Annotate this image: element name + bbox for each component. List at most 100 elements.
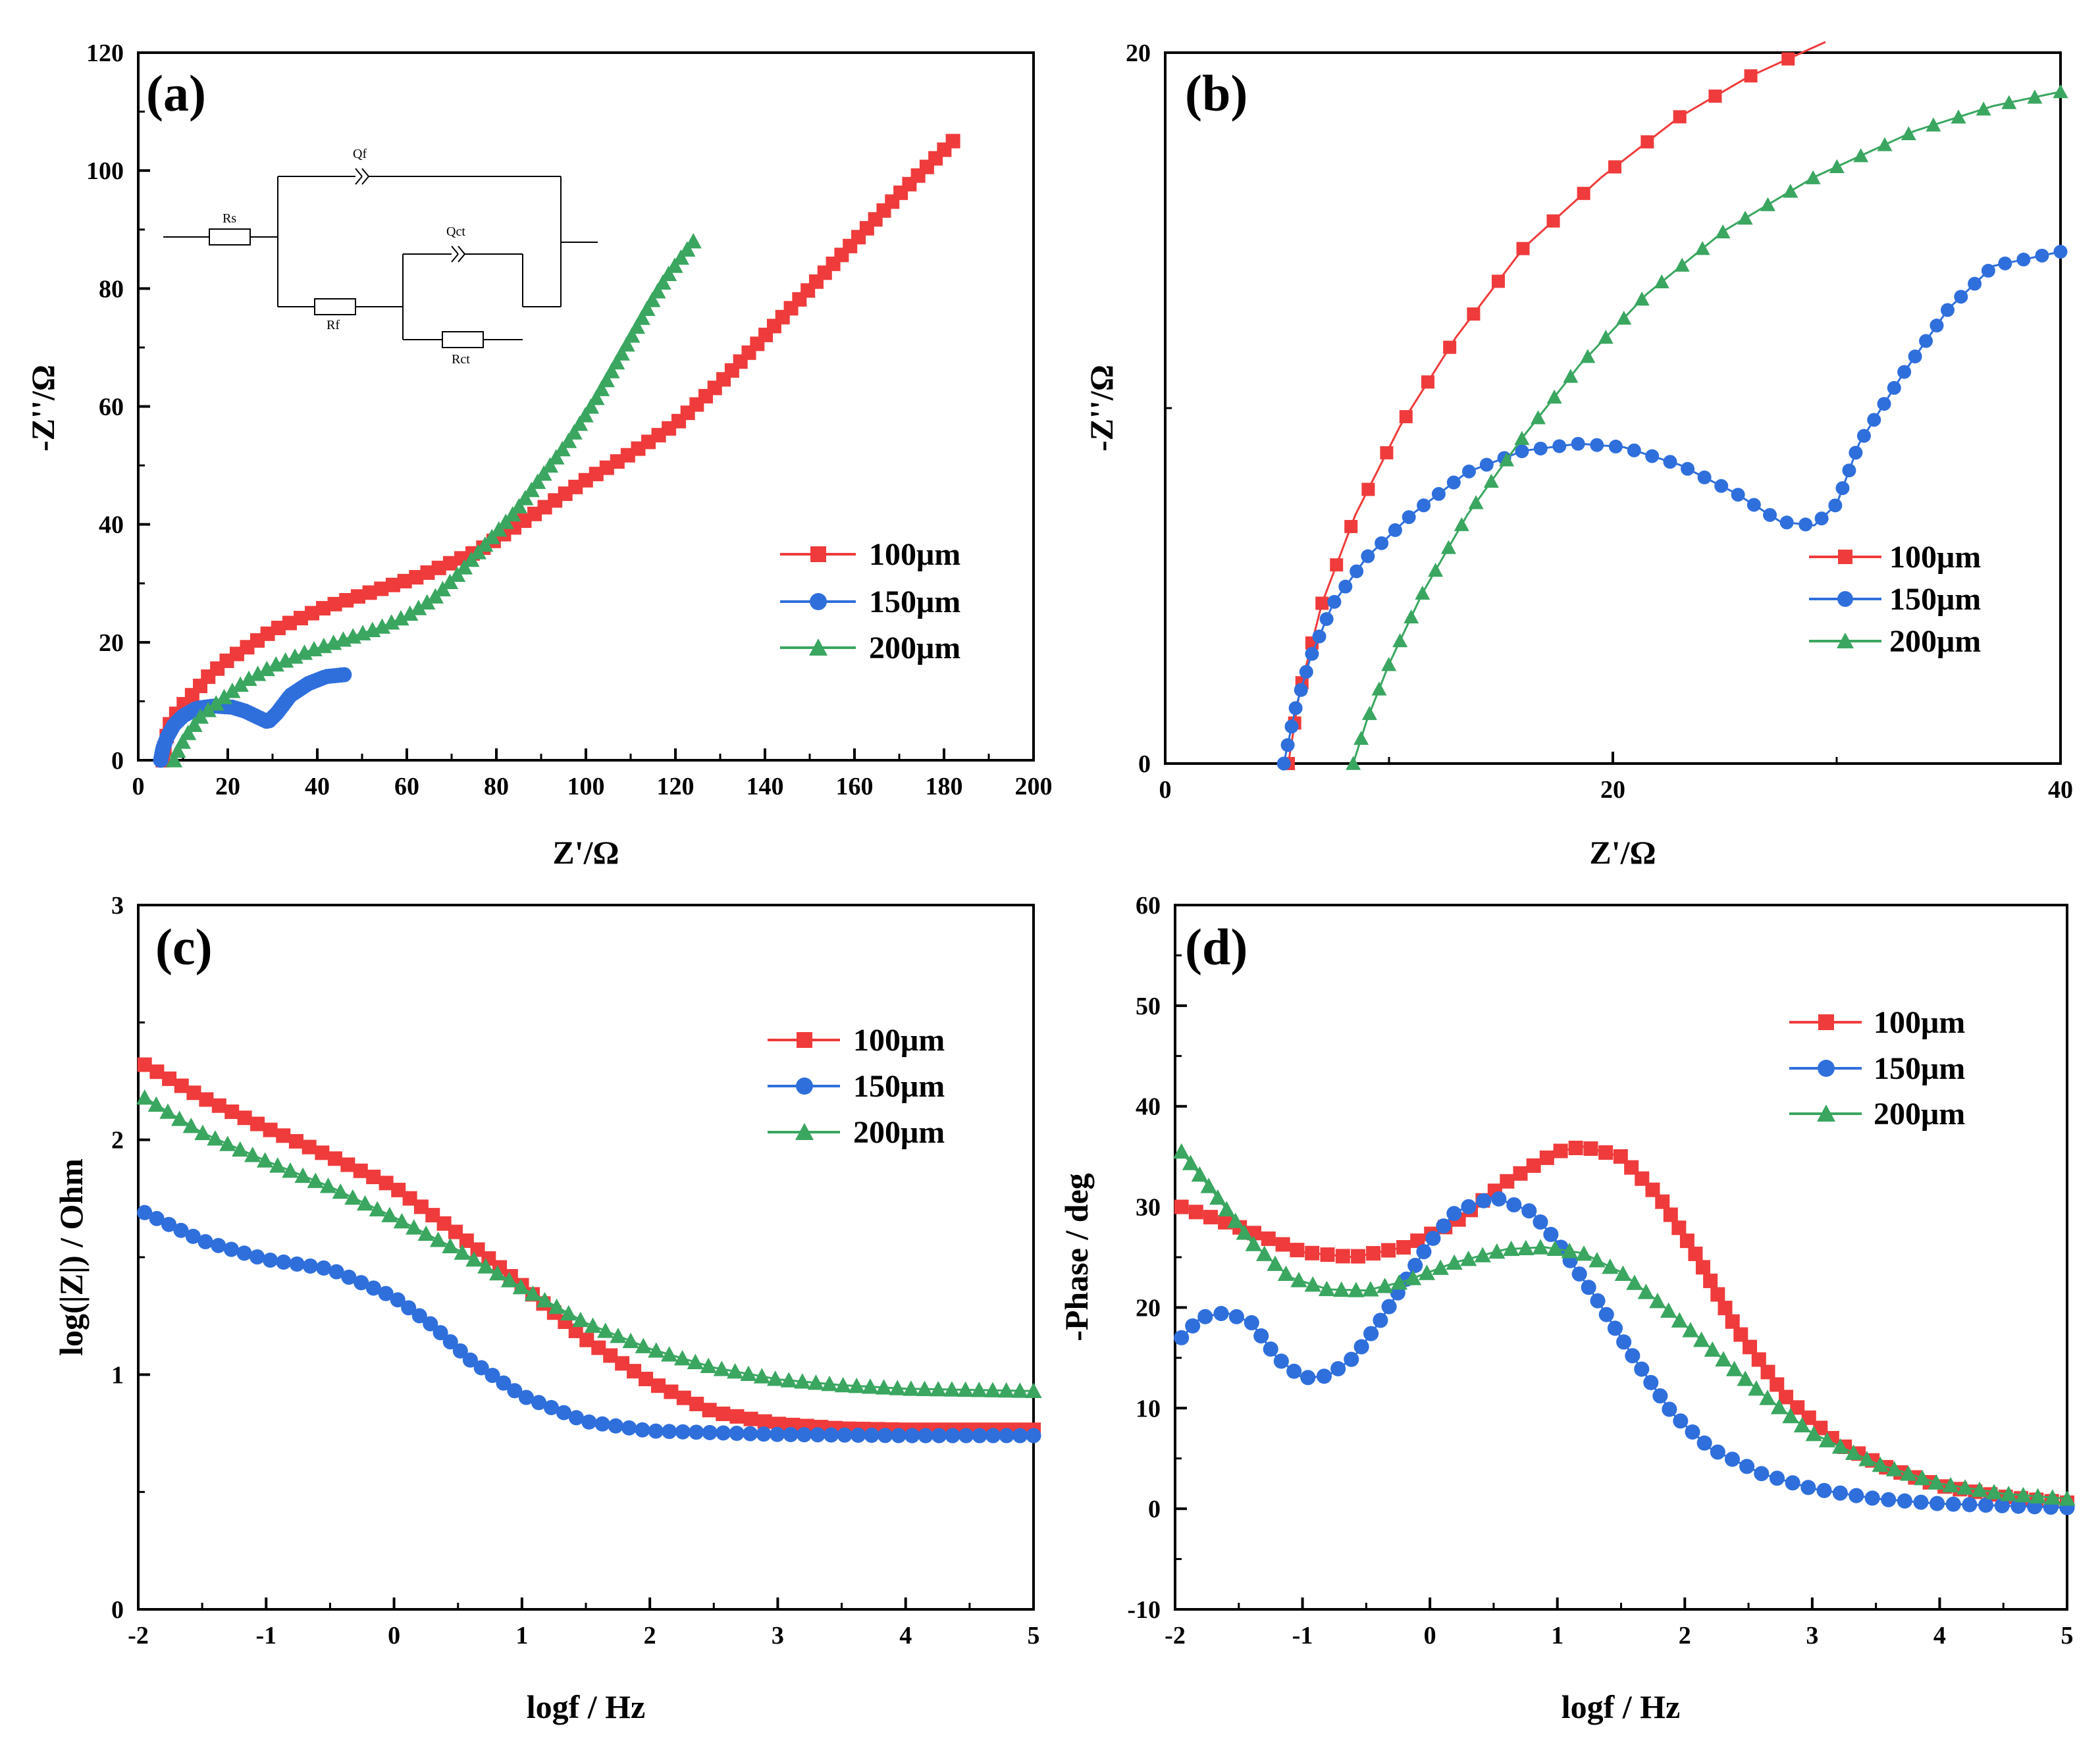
- data-point-200μm: [356, 1195, 374, 1211]
- panel-d-marks: [1173, 1140, 2076, 1516]
- capacitor-qf-plate1: [355, 168, 363, 177]
- data-point-150μm: [1662, 1401, 1677, 1417]
- data-point-150μm: [1012, 1428, 1028, 1443]
- data-point-150μm: [485, 1368, 500, 1384]
- data-point-150μm: [1590, 1293, 1606, 1309]
- data-point-200μm: [1474, 1247, 1491, 1262]
- data-point-100μm: [1743, 1339, 1758, 1355]
- data-point-200μm: [1580, 349, 1596, 363]
- data-point-150μm: [1338, 579, 1353, 594]
- data-point-150μm: [1800, 1480, 1816, 1495]
- data-point-150μm: [433, 1325, 448, 1341]
- data-point-100μm: [1305, 1245, 1320, 1260]
- data-point-200μm: [1976, 101, 1991, 116]
- data-point-200μm: [1760, 197, 1775, 211]
- panel-d-legend: 100μm 150μm 200μm: [1789, 1005, 1965, 1131]
- data-point-100μm: [327, 596, 342, 611]
- data-point-150μm: [1425, 1230, 1441, 1246]
- data-point-150μm: [1634, 1361, 1650, 1377]
- data-point-150μm: [635, 1422, 650, 1438]
- data-point-150μm: [249, 1249, 265, 1265]
- data-point-200μm: [1926, 117, 1941, 132]
- data-point-150μm: [1185, 1318, 1201, 1334]
- data-point-200μm: [1209, 1189, 1226, 1205]
- data-point-150μm: [223, 1241, 239, 1257]
- data-point-150μm: [1685, 1424, 1700, 1440]
- data-point-200μm: [1829, 159, 1845, 174]
- data-point-150μm: [756, 1426, 772, 1442]
- data-point-100μm: [1751, 1352, 1766, 1367]
- data-point-100μm: [702, 1403, 717, 1418]
- data-point-150μm: [1897, 365, 1912, 379]
- data-point-150μm: [185, 1228, 201, 1244]
- data-point-150μm: [1515, 444, 1529, 459]
- data-point-150μm: [1697, 470, 1712, 484]
- data-point-150μm: [1978, 1497, 1994, 1513]
- data-point-200μm: [660, 265, 677, 282]
- data-point-200μm: [1805, 170, 1821, 184]
- data-point-150μm: [1673, 1413, 1689, 1429]
- data-point-200μm: [1928, 1474, 1945, 1490]
- panel-c-legend: 100μm 150μm 200μm: [768, 1023, 945, 1150]
- data-point-200μm: [535, 465, 552, 481]
- data-point-200μm: [219, 1135, 236, 1151]
- data-point-150μm: [1350, 564, 1364, 579]
- data-point-200μm: [1446, 1254, 1463, 1270]
- data-point-100μm: [340, 1157, 355, 1172]
- legend-label-200: 200μm: [869, 631, 960, 665]
- data-point-150μm: [958, 1428, 974, 1443]
- data-point-150μm: [1881, 1492, 1897, 1507]
- data-point-100μm: [1553, 1143, 1568, 1158]
- data-point-100μm: [1381, 1243, 1396, 1258]
- data-point-200μm: [1488, 1243, 1506, 1259]
- data-point-150μm: [1276, 756, 1291, 771]
- data-point-100μm: [1671, 1220, 1687, 1235]
- data-point-150μm: [518, 1390, 534, 1405]
- data-point-100μm: [1546, 214, 1560, 228]
- data-point-200μm: [332, 1183, 349, 1199]
- data-point-200μm: [1454, 517, 1469, 531]
- data-point-150μm: [1228, 1309, 1244, 1324]
- y-tick-label: 0: [1148, 1495, 1161, 1523]
- x-tick-label: -2: [1165, 1622, 1186, 1650]
- data-point-200μm: [628, 318, 646, 334]
- data-point-150μm: [931, 1428, 947, 1443]
- data-point-200μm: [256, 1152, 274, 1168]
- data-point-100μm: [459, 1233, 474, 1248]
- panel-a-label: (a): [146, 65, 206, 122]
- data-point-200μm: [623, 327, 641, 343]
- data-point-200μm: [1914, 1469, 1931, 1486]
- data-point-200μm: [1598, 330, 1614, 344]
- data-point-150μm: [2053, 244, 2068, 259]
- data-point-150μm: [1616, 1334, 1632, 1350]
- data-point-200μm: [639, 300, 656, 317]
- data-point-200μm: [192, 708, 209, 724]
- data-point-200μm: [1971, 1481, 1988, 1497]
- x-tick-label: 5: [2061, 1622, 2074, 1650]
- data-point-200μm: [672, 249, 690, 265]
- x-tick-label: 2: [1679, 1622, 1691, 1650]
- data-point-150μm: [1300, 1370, 1316, 1386]
- data-point-200μm: [1942, 1476, 1959, 1493]
- data-point-150μm: [1998, 256, 2012, 271]
- data-point-200μm: [1634, 291, 1650, 306]
- data-point-200μm: [1025, 1382, 1042, 1399]
- data-point-200μm: [417, 1225, 434, 1241]
- data-point-150μm: [1026, 1428, 1041, 1443]
- data-point-100μm: [316, 601, 331, 616]
- data-point-200μm: [1985, 1484, 2003, 1499]
- data-point-200μm: [727, 1363, 744, 1379]
- legend-label-150: 150μm: [1889, 582, 1981, 617]
- data-point-100μm: [237, 1110, 252, 1126]
- data-point-200μm: [169, 742, 186, 758]
- data-point-200μm: [660, 1346, 678, 1362]
- data-point-150μm: [1968, 276, 1982, 291]
- panel-d-y-axis-label: -Phase / deg: [1058, 1173, 1095, 1341]
- data-point-200μm: [1499, 452, 1515, 467]
- data-point-200μm: [984, 1382, 1001, 1397]
- data-point-200μm: [1318, 1280, 1336, 1297]
- data-point-100μm: [149, 1064, 165, 1079]
- data-point-100μm: [282, 615, 297, 631]
